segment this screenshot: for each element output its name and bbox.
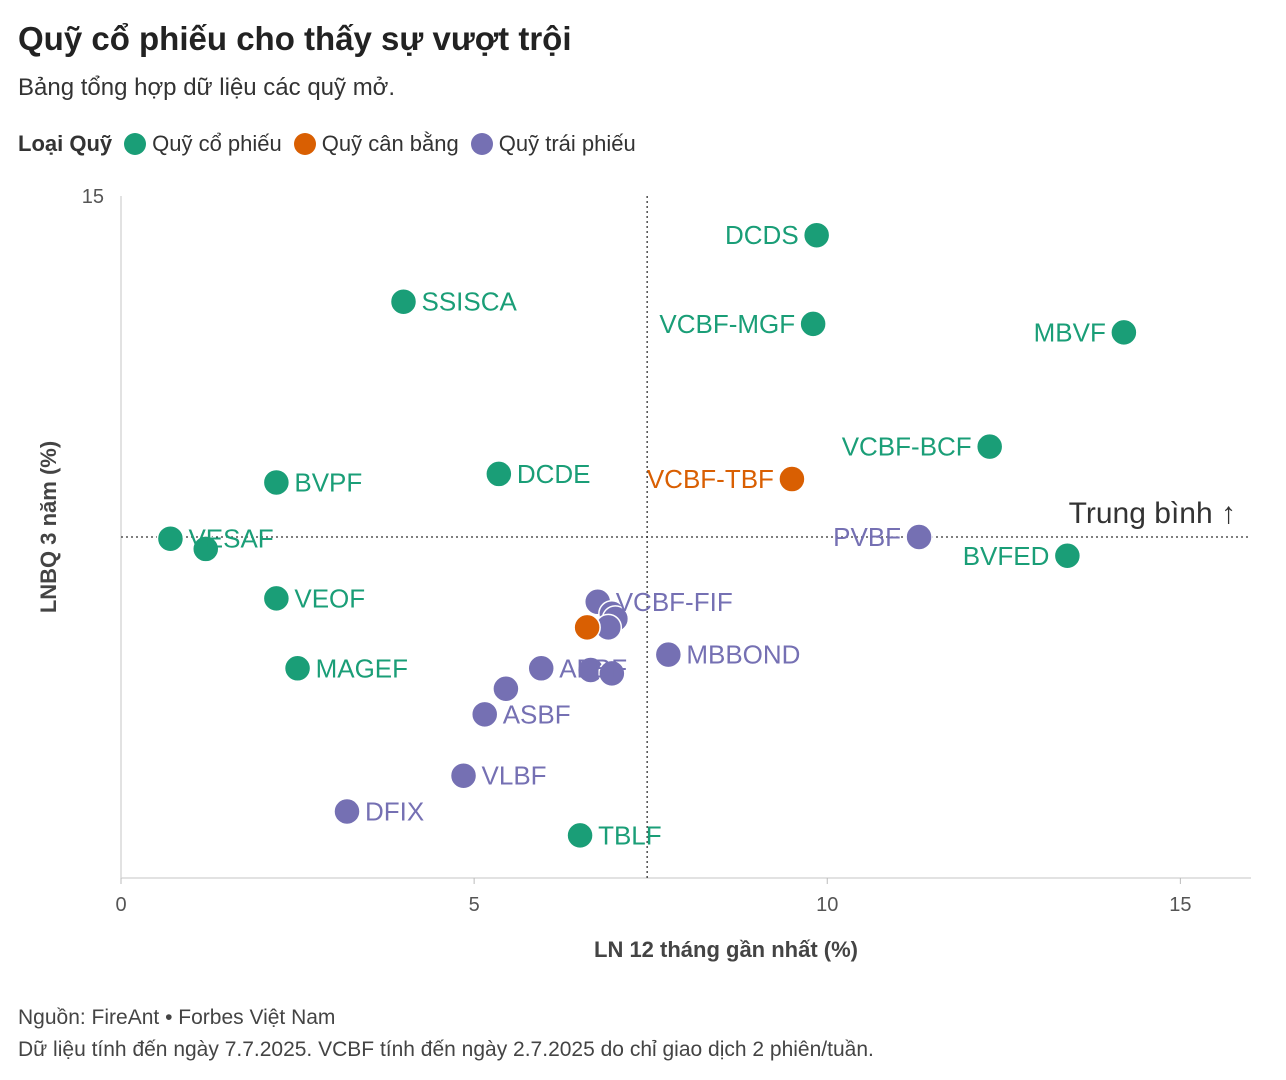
point-label: DCDE bbox=[517, 459, 591, 489]
footer-source: Nguồn: FireAnt • Forbes Việt Nam bbox=[18, 1006, 336, 1029]
point-label: ABBF bbox=[559, 653, 627, 683]
y-axis-title: LNBQ 3 năm (%) bbox=[36, 441, 61, 613]
data-point-vcbf-tbf bbox=[778, 465, 806, 493]
axes-layer: 0 5 10 15 15 LN 12 tháng gần nhất (%) LNBQ 3 n… bbox=[36, 186, 1251, 962]
mean-label: Trung bình ↑ bbox=[1069, 497, 1236, 530]
data-point-asbf bbox=[470, 700, 499, 729]
point-label: VCBF-MGF bbox=[659, 309, 795, 339]
point-label: DCDS bbox=[725, 220, 799, 250]
y-tick-label: 15 bbox=[82, 186, 104, 208]
data-point-bvpf bbox=[262, 468, 291, 497]
x-tick-label: 0 bbox=[115, 894, 126, 916]
legend-label-balanced: Quỹ cân bằng bbox=[321, 131, 459, 156]
data-point-vcbf-bcf bbox=[975, 432, 1004, 461]
labels-layer: DCDS SSISCA VCBF-MGF MBVF VCBF-BCF VCBF-TBF DC… bbox=[188, 220, 1105, 850]
legend-dot-bond bbox=[470, 133, 493, 155]
data-point-dfix bbox=[333, 797, 361, 826]
scatter-chart: 0 5 10 15 15 LN 12 tháng gần nhất (%) LNBQ 3 n… bbox=[36, 186, 1251, 962]
data-point-ssisca bbox=[389, 287, 418, 316]
point-label: DFIX bbox=[365, 797, 424, 827]
footer-note: Dữ liệu tính đến ngày 7.7.2025. VCBF tín… bbox=[18, 1038, 874, 1061]
data-point-tblf bbox=[566, 821, 594, 850]
chart-title: Quỹ cổ phiếu cho thấy sự vượt trội bbox=[18, 20, 572, 57]
point-label: PVBF bbox=[833, 522, 901, 552]
data-point bbox=[192, 535, 220, 563]
point-label: ASBF bbox=[503, 699, 571, 729]
data-point-bvfed bbox=[1053, 542, 1082, 570]
legend-item-equity: Quỹ cổ phiếu bbox=[124, 131, 282, 157]
point-label: VCBF-FIF bbox=[616, 587, 733, 617]
point-label: BVPF bbox=[294, 467, 362, 497]
point-label: VCBF-TBF bbox=[647, 464, 774, 494]
data-point-vesaf bbox=[156, 524, 185, 553]
data-point-pvbf bbox=[905, 523, 933, 551]
marks-layer bbox=[156, 221, 1138, 850]
data-point-vcbf-mgf bbox=[799, 310, 827, 338]
point-label: TBLF bbox=[598, 820, 662, 850]
legend-label-bond: Quỹ trái phiếu bbox=[498, 131, 636, 156]
data-point-dcde bbox=[485, 460, 513, 488]
data-point-vlbf bbox=[449, 761, 478, 790]
chart-subtitle: Bảng tổng hợp dữ liệu các quỹ mở. bbox=[18, 74, 396, 101]
legend: Loại Quỹ Quỹ cổ phiếu Quỹ cân bằng Quỹ t… bbox=[18, 131, 648, 157]
data-point-dcds bbox=[802, 221, 831, 249]
legend-dot-equity bbox=[124, 133, 147, 155]
point-label: VLBF bbox=[482, 761, 547, 791]
data-point bbox=[492, 674, 520, 703]
legend-item-balanced: Quỹ cân bằng bbox=[293, 131, 459, 157]
data-point-abbf bbox=[527, 654, 555, 683]
x-tick-label: 10 bbox=[816, 894, 838, 916]
point-label: VESAF bbox=[188, 524, 273, 554]
legend-item-bond: Quỹ trái phiếu bbox=[470, 131, 636, 157]
data-point-mbvf bbox=[1110, 318, 1138, 347]
point-label: VEOF bbox=[294, 583, 365, 613]
point-label: MBVF bbox=[1034, 317, 1106, 347]
point-label: BVFED bbox=[963, 541, 1050, 571]
legend-label-equity: Quỹ cổ phiếu bbox=[152, 131, 282, 156]
data-point-magef bbox=[283, 654, 312, 683]
x-axis-title: LN 12 tháng gần nhất (%) bbox=[594, 937, 858, 962]
point-label: SSISCA bbox=[422, 287, 518, 317]
legend-dot-balanced bbox=[293, 133, 316, 155]
legend-title: Loại Quỹ bbox=[18, 131, 113, 156]
x-tick-label: 15 bbox=[1169, 894, 1191, 916]
data-point-mbbond bbox=[654, 640, 683, 669]
data-point-veof bbox=[262, 584, 291, 613]
data-point bbox=[573, 613, 601, 642]
point-label: MBBOND bbox=[686, 640, 800, 670]
point-label: MAGEF bbox=[316, 653, 408, 683]
x-tick-label: 5 bbox=[469, 894, 480, 916]
data-point bbox=[598, 659, 626, 688]
point-label: VCBF-BCF bbox=[842, 432, 972, 462]
